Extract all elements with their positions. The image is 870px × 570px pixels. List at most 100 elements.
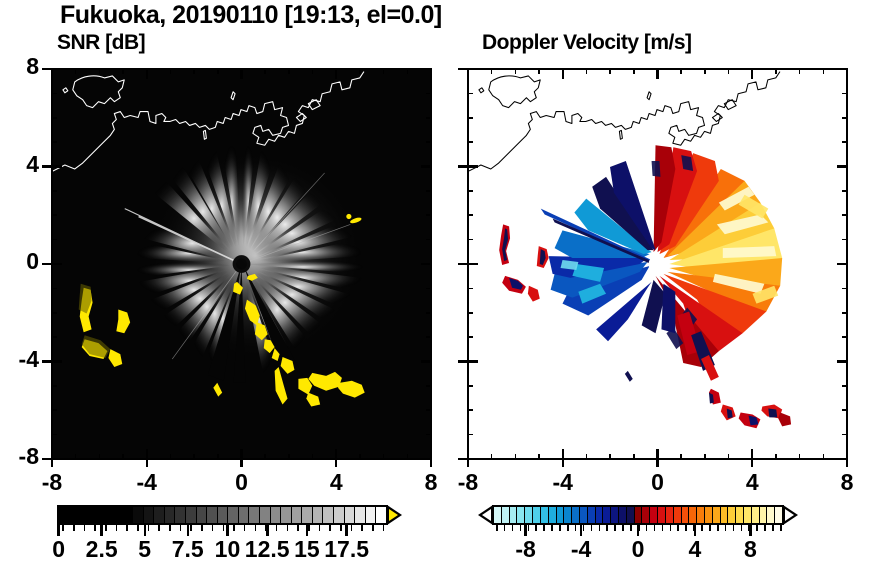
colorbar-segment bbox=[586, 507, 595, 523]
colorbar-segment bbox=[79, 507, 90, 523]
colorbar-segment bbox=[696, 507, 704, 523]
x-tick-out-right-12 bbox=[751, 460, 754, 467]
snr-saturated-returns bbox=[213, 213, 365, 407]
y-tick-out-right-0 bbox=[458, 67, 467, 71]
x-tick-left-4 bbox=[145, 449, 148, 460]
colorbar-segment bbox=[311, 507, 323, 523]
colorbar-segment bbox=[625, 507, 634, 523]
y-tick-r-left-3 bbox=[426, 141, 432, 143]
x-tick-top-right-5 bbox=[585, 68, 588, 74]
colorbar-minor-tick bbox=[677, 525, 680, 531]
x-tick-top-left-13 bbox=[359, 68, 361, 74]
snr-colorbar[interactable] bbox=[57, 505, 402, 527]
y-tick-l-left-3 bbox=[51, 141, 57, 143]
y-tick-r-right-11 bbox=[842, 336, 848, 338]
colorbar-segment bbox=[354, 507, 365, 523]
x-tick-top-left-1 bbox=[74, 68, 77, 74]
x-tick-label-left-4: 8 bbox=[424, 469, 438, 495]
x-tick-top-left-4 bbox=[145, 68, 148, 79]
y-tick-l-right-13 bbox=[467, 385, 473, 387]
colorbar-label-doppler-colorbar-0: -8 bbox=[515, 536, 536, 562]
x-tick-top-left-2 bbox=[98, 68, 101, 74]
colorbar-minor-tick bbox=[669, 525, 672, 531]
x-tick-out-left-12 bbox=[335, 460, 338, 467]
colorbar-minor-tick bbox=[780, 525, 782, 531]
colorbar-minor-tick bbox=[527, 525, 530, 531]
colorbar-minor-tick bbox=[503, 525, 506, 531]
y-tick-out-right-16 bbox=[458, 457, 467, 461]
colorbar-minor-tick bbox=[543, 525, 545, 531]
y-tick-r-left-9 bbox=[426, 287, 432, 290]
y-tick-l-left-9 bbox=[51, 287, 57, 290]
colorbar-major-tick bbox=[305, 525, 309, 536]
y-tick-r-right-15 bbox=[842, 433, 848, 436]
colorbar-major-tick bbox=[226, 525, 229, 536]
colorbar-minor-tick bbox=[115, 525, 118, 531]
x-tick-top-left-11 bbox=[311, 68, 314, 74]
colorbar-minor-tick bbox=[190, 525, 193, 531]
panel-left-subtitle: SNR [dB] bbox=[57, 31, 146, 54]
doppler-velocity-field bbox=[499, 145, 792, 429]
colorbar-minor-tick bbox=[764, 525, 766, 531]
colorbar-minor-tick bbox=[73, 525, 75, 531]
y-tick-out-left-12 bbox=[42, 360, 51, 363]
colorbar-segment bbox=[100, 507, 111, 523]
colorbar-segment bbox=[227, 507, 238, 523]
colorbar-segment bbox=[727, 507, 736, 523]
doppler-colorbar[interactable] bbox=[478, 505, 798, 527]
y-tick-r-left-2 bbox=[426, 116, 432, 119]
colorbar-segment bbox=[649, 507, 658, 523]
colorbar-segment bbox=[578, 507, 587, 523]
y-tick-label-left-0: 8 bbox=[26, 53, 39, 79]
colorbar-segment bbox=[766, 507, 775, 523]
doppler-plot-canvas bbox=[469, 70, 846, 458]
colorbar-minor-tick bbox=[495, 525, 498, 531]
x-tick-label-left-0: -8 bbox=[41, 469, 63, 495]
colorbar-segment bbox=[539, 507, 548, 523]
colorbar-minor-tick bbox=[382, 525, 385, 531]
y-tick-r-left-0 bbox=[421, 67, 432, 71]
colorbar-segment bbox=[774, 507, 783, 523]
x-tick-out-left-4 bbox=[145, 460, 148, 467]
colorbar-major-tick bbox=[57, 525, 61, 536]
colorbar-segment bbox=[688, 507, 697, 523]
colorbar-minor-tick bbox=[551, 525, 553, 531]
doppler-colorbar-over-arrow-fill bbox=[785, 509, 794, 521]
colorbar-segment bbox=[516, 507, 525, 523]
y-tick-l-right-1 bbox=[467, 92, 473, 95]
colorbar-segment bbox=[618, 507, 626, 523]
colorbar-minor-tick bbox=[94, 525, 96, 531]
x-tick-out-left-8 bbox=[240, 460, 243, 467]
colorbar-segment bbox=[547, 507, 556, 523]
colorbar-segment bbox=[163, 507, 175, 523]
y-tick-r-right-16 bbox=[837, 457, 848, 461]
y-tick-label-left-2: 0 bbox=[26, 248, 39, 274]
x-tick-top-left-15 bbox=[406, 68, 409, 74]
x-tick-top-right-4 bbox=[561, 68, 564, 79]
colorbar-segment bbox=[195, 507, 207, 523]
x-tick-top-right-0 bbox=[466, 68, 470, 79]
x-tick-top-right-8 bbox=[656, 68, 659, 79]
colorbar-segment bbox=[657, 507, 665, 523]
y-tick-out-left-0 bbox=[42, 67, 51, 71]
colorbar-minor-tick bbox=[211, 525, 214, 531]
colorbar-minor-tick bbox=[318, 525, 321, 531]
x-tick-top-left-7 bbox=[217, 68, 219, 74]
y-tick-r-left-13 bbox=[426, 385, 432, 387]
x-tick-top-right-14 bbox=[798, 68, 801, 74]
colorbar-segment bbox=[735, 507, 743, 523]
x-tick-top-right-2 bbox=[514, 68, 517, 74]
colorbar-minor-tick bbox=[243, 525, 246, 531]
snr-plot-panel[interactable] bbox=[51, 68, 432, 460]
x-tick-out-right-4 bbox=[561, 460, 564, 467]
colorbar-minor-tick bbox=[511, 525, 514, 531]
colorbar-minor-tick bbox=[179, 525, 182, 531]
y-tick-r-left-11 bbox=[426, 336, 432, 338]
y-tick-r-right-7 bbox=[842, 238, 848, 241]
x-tick-top-left-3 bbox=[122, 68, 124, 74]
y-tick-r-left-14 bbox=[426, 409, 432, 412]
x-tick-top-left-16 bbox=[429, 68, 433, 79]
y-tick-label-left-3: -4 bbox=[18, 345, 39, 372]
doppler-plot-panel[interactable] bbox=[467, 68, 848, 460]
